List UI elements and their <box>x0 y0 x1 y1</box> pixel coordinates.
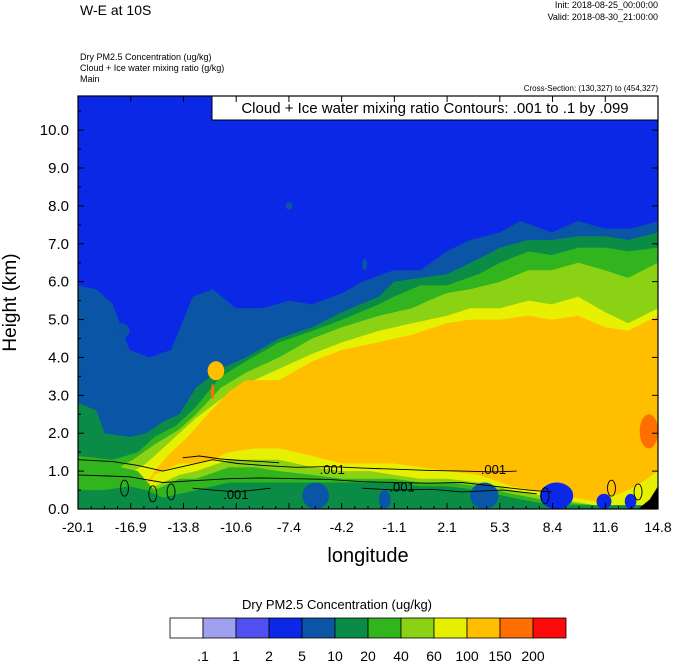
variable-line-3: Main <box>80 74 100 84</box>
colorbar-level-label: 100 <box>455 648 479 664</box>
contour-info-box <box>211 95 659 121</box>
colorbar-swatch <box>367 617 402 639</box>
field-blob-10 <box>285 202 293 210</box>
colorbar-level-label: 60 <box>426 648 442 664</box>
x-tick-label: 8.4 <box>543 519 563 535</box>
x-tick-label: -1.1 <box>382 519 406 535</box>
field-blob-10 <box>112 323 130 339</box>
variable-line-1: Dry PM2.5 Concentration (ug/kg) <box>80 52 212 62</box>
contour-info-text: Cloud + Ice water mixing ratio Contours:… <box>241 100 628 117</box>
x-tick-label: -16.9 <box>115 519 147 535</box>
colorbar-level-label: 2 <box>265 648 273 664</box>
colorbar-title: Dry PM2.5 Concentration (ug/kg) <box>241 597 433 612</box>
cloud-contour-line <box>192 487 271 493</box>
cloud-contour-loop <box>607 479 616 497</box>
colorbar-swatch <box>202 617 237 639</box>
colorbar-level-label: .1 <box>197 648 209 664</box>
y-tick-label: 2.0 <box>48 425 69 442</box>
x-tick-label: -4.2 <box>330 519 354 535</box>
field-blob-5 <box>624 493 637 509</box>
contour-label: .001 <box>223 487 248 502</box>
plot-title: W-E at 10S <box>80 2 152 18</box>
y-tick-label: 6.0 <box>48 274 69 291</box>
valid-time: Valid: 2018-08-30_21:00:00 <box>547 12 658 22</box>
colorbar-level-label: 150 <box>488 648 512 664</box>
x-tick-label: 5.3 <box>490 519 510 535</box>
colorbar-swatch <box>400 617 435 639</box>
y-tick-label: 0.0 <box>48 501 69 518</box>
y-tick-label: 7.0 <box>48 236 69 253</box>
colorbar-level-label: 5 <box>298 648 306 664</box>
x-axis-label: longitude <box>327 545 408 567</box>
cross-section-label: Cross-Section: (130,327) to (454,327) <box>523 84 658 93</box>
cloud-contour-line <box>78 459 517 473</box>
colorbar-swatch <box>334 617 369 639</box>
colorbar-swatch <box>433 617 468 639</box>
cloud-contour-line <box>182 455 280 464</box>
x-tick-label: -20.1 <box>62 519 94 535</box>
x-tick-label: -13.8 <box>167 519 199 535</box>
field-blob-10 <box>362 258 368 271</box>
y-tick-label: 4.0 <box>48 349 69 366</box>
x-tick-label: 2.1 <box>437 519 457 535</box>
contour-label: .001 <box>481 462 506 477</box>
field-blob-5 <box>422 228 442 244</box>
contour-label: .001 <box>389 479 414 494</box>
y-tick-label: 3.0 <box>48 387 69 404</box>
colorbar-level-label: 10 <box>327 648 343 664</box>
colorbar-swatch <box>499 617 534 639</box>
cloud-contour-loop <box>633 483 643 501</box>
colorbar-swatch <box>301 617 336 639</box>
x-tick-label: 14.8 <box>644 519 671 535</box>
x-tick-label: 11.6 <box>592 519 618 535</box>
colorbar-swatch <box>169 617 204 639</box>
colorbar-swatch <box>532 617 567 639</box>
cloud-contour-loop <box>148 485 158 503</box>
cloud-contour-loop <box>120 479 129 497</box>
cloud-contour-line <box>362 487 537 495</box>
y-tick-label: 10.0 <box>40 122 69 139</box>
field-blob-10 <box>378 490 391 509</box>
variable-line-2: Cloud + Ice water mixing ratio (g/kg) <box>80 63 225 73</box>
cloud-contour-loop <box>166 483 176 501</box>
colorbar-swatch <box>466 617 501 639</box>
colorbar-level-label: 200 <box>521 648 545 664</box>
field-blob-10 <box>470 482 499 509</box>
colorbar-level-label: 40 <box>393 648 409 664</box>
y-tick-label: 9.0 <box>48 160 69 177</box>
x-tick-label: -10.6 <box>220 519 252 535</box>
field-blob-200 <box>639 414 658 449</box>
init-time: Init: 2018-08-25_00:00:00 <box>554 0 658 10</box>
colorbar-swatch <box>268 617 303 639</box>
cloud-contour-line <box>78 474 552 493</box>
y-tick-label: 8.0 <box>48 198 69 215</box>
field-blob-200 <box>210 383 215 400</box>
colorbar-level-label: 1 <box>232 648 240 664</box>
field-blob-5 <box>460 194 477 214</box>
field-group: .001 .001 .001 .001 <box>78 96 658 509</box>
field-blob-5 <box>388 228 406 244</box>
cloud-contour-loop <box>540 487 550 505</box>
colorbar-swatch <box>235 617 270 639</box>
terrain <box>638 486 658 509</box>
y-tick-label: 1.0 <box>48 463 69 480</box>
field-blob-10 <box>302 482 329 509</box>
field-blob-5 <box>540 482 574 509</box>
y-axis-label: Height (km) <box>0 253 21 351</box>
field-blob-150 <box>207 361 225 381</box>
field-blob-20 <box>220 490 236 506</box>
colorbar-level-label: 20 <box>360 648 376 664</box>
y-tick-label: 5.0 <box>48 312 69 329</box>
contour-label: .001 <box>320 462 345 477</box>
x-tick-label: -7.4 <box>277 519 301 535</box>
field-blob-5 <box>596 493 612 509</box>
